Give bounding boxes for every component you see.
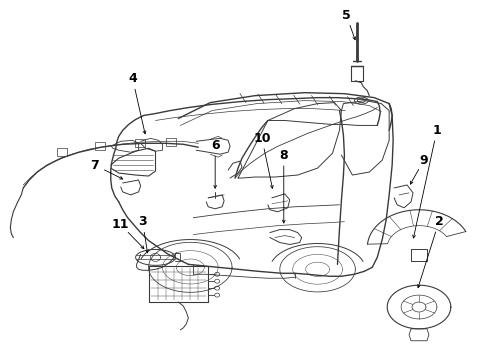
Text: 11: 11: [112, 218, 129, 231]
Text: 2: 2: [434, 215, 442, 228]
Text: 9: 9: [419, 154, 427, 167]
Text: 3: 3: [138, 215, 146, 228]
Text: 10: 10: [253, 132, 270, 145]
Bar: [134, 139, 144, 147]
Text: 8: 8: [279, 149, 287, 162]
Text: 7: 7: [90, 159, 99, 172]
Text: 1: 1: [432, 124, 440, 137]
Bar: [95, 142, 104, 150]
Bar: [166, 138, 176, 146]
Text: 6: 6: [210, 139, 219, 152]
Text: 4: 4: [128, 72, 137, 85]
Bar: [57, 148, 67, 156]
Text: 5: 5: [341, 9, 350, 22]
